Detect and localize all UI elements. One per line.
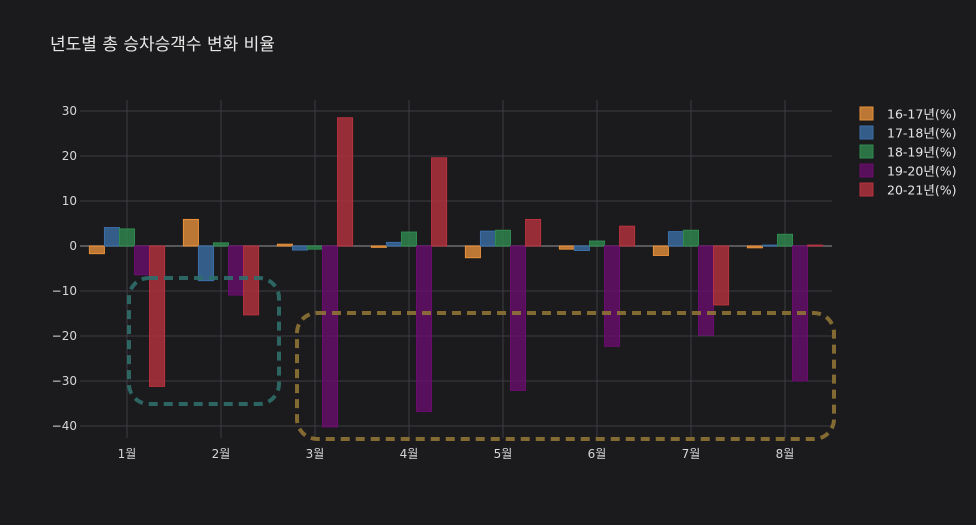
bar[interactable] <box>431 157 448 247</box>
bar[interactable] <box>149 245 166 387</box>
annotations <box>127 276 836 441</box>
y-tick-label: −40 <box>52 419 77 433</box>
bar[interactable] <box>573 245 590 251</box>
bar[interactable] <box>212 242 230 247</box>
bar[interactable] <box>667 231 684 247</box>
legend-label[interactable]: 16-17년(%) <box>887 107 956 122</box>
legend-swatch[interactable] <box>859 106 874 121</box>
bar[interactable] <box>400 231 418 247</box>
bar[interactable] <box>494 229 512 247</box>
legend[interactable]: 16-17년(%) 17-18년(%) 18-19년(%) 19-20년(%) 20-2… <box>859 106 956 198</box>
bar[interactable] <box>88 245 105 255</box>
legend-swatch[interactable] <box>859 125 874 140</box>
teal-dashed-box <box>127 276 281 406</box>
bar[interactable] <box>682 229 700 247</box>
x-tick-label: 3월 <box>306 447 325 461</box>
bar[interactable] <box>652 245 669 256</box>
bar[interactable] <box>370 245 387 248</box>
bar[interactable] <box>776 233 794 247</box>
bar[interactable] <box>228 245 245 296</box>
legend-label[interactable]: 19-20년(%) <box>887 164 956 179</box>
x-tick-label: 1월 <box>118 447 137 461</box>
bar[interactable] <box>479 230 496 247</box>
y-tick-label: 20 <box>62 149 77 163</box>
bar[interactable] <box>464 245 481 259</box>
bar[interactable] <box>698 245 715 336</box>
bar[interactable] <box>337 117 354 247</box>
x-axis-ticks: 1월 2월 3월 4월 5월 6월 7월 8월 <box>118 447 795 461</box>
y-axis-ticks: 30 20 10 0 −10 −20 −30 −40 <box>52 104 77 433</box>
chart-title: 년도별 총 승차승객수 변화 비율 <box>50 35 275 55</box>
x-tick-label: 4월 <box>400 447 419 461</box>
grid <box>80 100 832 438</box>
y-tick-label: 30 <box>62 104 77 118</box>
legend-swatch[interactable] <box>859 163 874 178</box>
y-tick-label: 0 <box>69 239 77 253</box>
x-tick-label: 5월 <box>494 447 513 461</box>
y-tick-label: −10 <box>52 284 77 298</box>
bar[interactable] <box>103 227 120 247</box>
bar[interactable] <box>807 244 824 247</box>
bar[interactable] <box>761 244 778 247</box>
legend-swatch[interactable] <box>859 182 874 197</box>
x-tick-label: 8월 <box>776 447 795 461</box>
bar[interactable] <box>322 245 339 428</box>
bar[interactable] <box>588 240 606 247</box>
legend-label[interactable]: 18-19년(%) <box>887 145 956 160</box>
legend-swatch[interactable] <box>859 144 874 159</box>
y-tick-label: −20 <box>52 329 77 343</box>
bar[interactable] <box>134 245 151 276</box>
bar[interactable] <box>291 245 308 251</box>
bar[interactable] <box>306 245 324 250</box>
y-tick-label: −30 <box>52 374 77 388</box>
gold-dashed-box <box>295 311 836 441</box>
bar[interactable] <box>558 245 575 250</box>
bar[interactable] <box>510 245 527 391</box>
bar[interactable] <box>619 225 636 247</box>
bar[interactable] <box>182 218 199 247</box>
bar[interactable] <box>746 245 763 249</box>
bar[interactable] <box>197 245 214 282</box>
y-tick-label: 10 <box>62 194 77 208</box>
x-tick-label: 7월 <box>682 447 701 461</box>
x-tick-label: 2월 <box>212 447 231 461</box>
bar[interactable] <box>416 245 433 413</box>
bar[interactable] <box>276 243 293 247</box>
x-tick-label: 6월 <box>588 447 607 461</box>
legend-label[interactable]: 17-18년(%) <box>887 126 956 141</box>
legend-label[interactable]: 20-21년(%) <box>887 183 956 198</box>
bar[interactable] <box>118 228 136 247</box>
bar[interactable] <box>385 241 402 247</box>
bar[interactable] <box>525 218 542 247</box>
bar[interactable] <box>713 245 730 306</box>
bar[interactable] <box>604 245 621 347</box>
bar[interactable] <box>243 245 260 316</box>
